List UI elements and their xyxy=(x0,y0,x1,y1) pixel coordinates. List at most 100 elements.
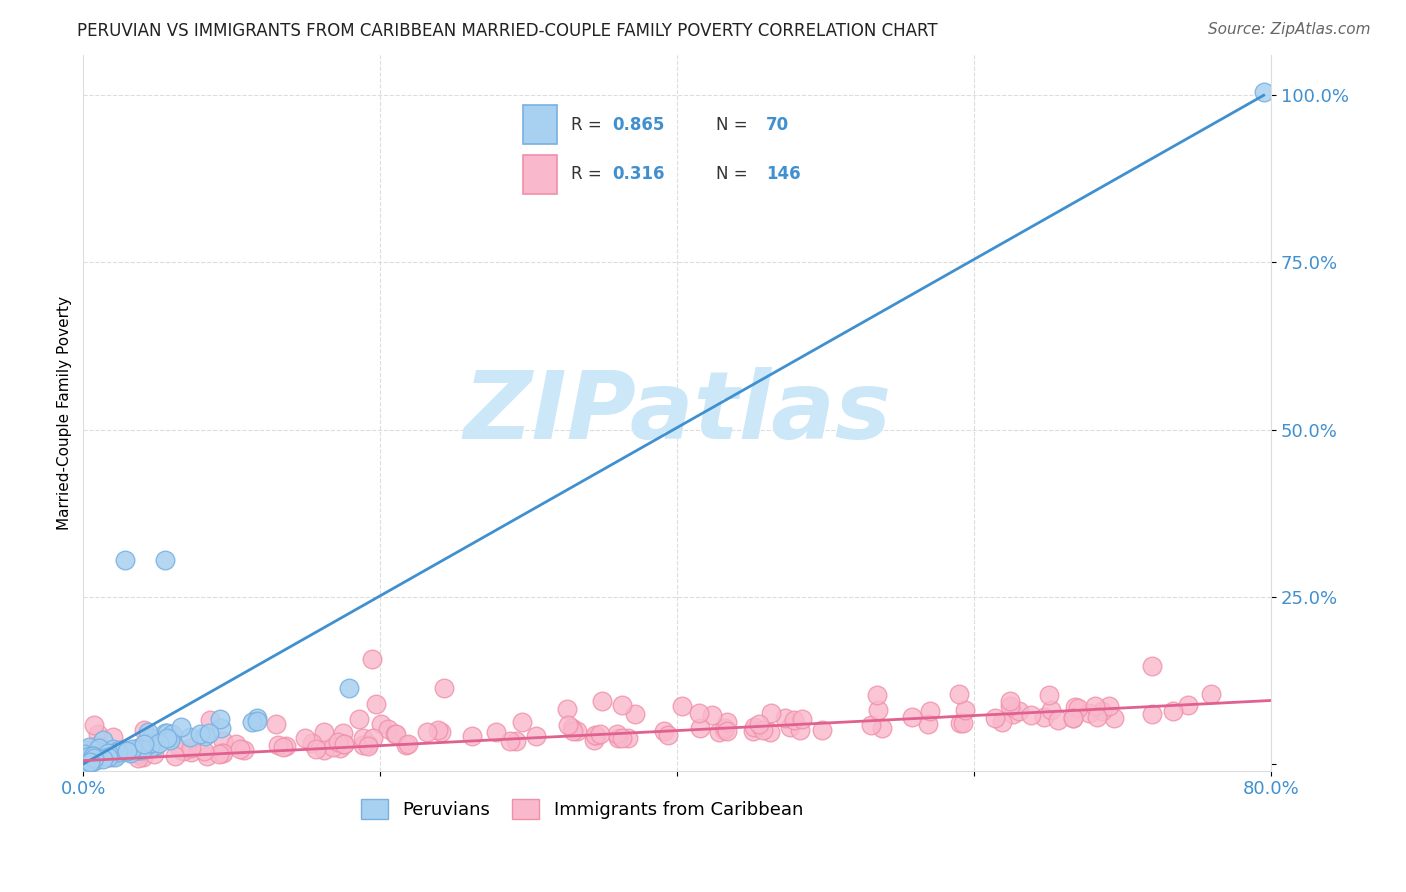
Point xyxy=(82,753,104,767)
Point xyxy=(114,553,136,567)
Point xyxy=(121,742,143,756)
Point xyxy=(128,743,150,757)
Point xyxy=(111,744,134,758)
Point xyxy=(461,729,484,743)
Point xyxy=(97,747,120,761)
Point xyxy=(264,716,287,731)
Point xyxy=(333,737,356,751)
Point xyxy=(326,735,349,749)
Point xyxy=(384,726,406,740)
Point xyxy=(84,753,107,767)
Point xyxy=(82,748,104,763)
Point xyxy=(159,732,181,747)
Point xyxy=(274,739,297,753)
Point xyxy=(713,721,735,735)
Point xyxy=(111,743,134,757)
Point xyxy=(948,686,970,700)
Point xyxy=(83,718,105,732)
Point xyxy=(433,681,456,696)
Point xyxy=(1140,659,1163,673)
Point xyxy=(364,698,387,712)
Point xyxy=(700,707,723,722)
Point xyxy=(606,727,628,741)
Point xyxy=(505,734,527,748)
Point xyxy=(209,722,232,736)
Point xyxy=(86,726,108,740)
Point xyxy=(1062,710,1084,724)
Point xyxy=(104,749,127,764)
Point xyxy=(1085,710,1108,724)
Point xyxy=(353,738,375,752)
Point xyxy=(1032,709,1054,723)
Text: R =: R = xyxy=(571,165,606,183)
Point xyxy=(1140,707,1163,722)
FancyBboxPatch shape xyxy=(523,154,557,194)
Text: Source: ZipAtlas.com: Source: ZipAtlas.com xyxy=(1208,22,1371,37)
Point xyxy=(1008,704,1031,718)
Point xyxy=(91,733,114,747)
Point xyxy=(347,712,370,726)
Text: R =: R = xyxy=(571,116,606,134)
Point xyxy=(742,724,765,739)
FancyBboxPatch shape xyxy=(523,105,557,145)
Point xyxy=(396,737,419,751)
Point xyxy=(688,706,710,720)
Point xyxy=(172,743,194,757)
Point xyxy=(1091,704,1114,718)
Point xyxy=(430,724,453,739)
Point xyxy=(198,713,221,727)
Point xyxy=(193,744,215,758)
Point xyxy=(612,698,634,712)
Text: 0.865: 0.865 xyxy=(613,116,665,134)
Point xyxy=(591,694,613,708)
Point xyxy=(370,717,392,731)
Point xyxy=(1102,711,1125,725)
Point xyxy=(156,726,179,740)
Point xyxy=(107,745,129,759)
Point xyxy=(294,731,316,745)
Text: N =: N = xyxy=(716,165,752,183)
Text: 146: 146 xyxy=(766,165,801,183)
Point xyxy=(91,752,114,766)
Text: PERUVIAN VS IMMIGRANTS FROM CARIBBEAN MARRIED-COUPLE FAMILY POVERTY CORRELATION : PERUVIAN VS IMMIGRANTS FROM CARIBBEAN MA… xyxy=(77,22,938,40)
Point xyxy=(136,737,159,751)
Point xyxy=(266,738,288,752)
Point xyxy=(998,698,1021,713)
Point xyxy=(80,750,103,764)
Point xyxy=(1040,703,1063,717)
Point xyxy=(810,723,832,737)
Point xyxy=(240,715,263,730)
Point xyxy=(1199,687,1222,701)
Point xyxy=(332,726,354,740)
Point xyxy=(143,747,166,761)
Point xyxy=(716,724,738,739)
Point xyxy=(93,745,115,759)
Point xyxy=(617,731,640,745)
Point xyxy=(73,743,96,757)
Point xyxy=(143,732,166,747)
Point xyxy=(748,717,770,731)
Point xyxy=(159,731,181,745)
Point xyxy=(212,746,235,760)
Point xyxy=(377,722,399,736)
Point xyxy=(169,741,191,756)
Point xyxy=(866,689,889,703)
Point xyxy=(163,749,186,764)
Point xyxy=(77,749,100,764)
Point xyxy=(1047,713,1070,727)
Point xyxy=(84,742,107,756)
Point xyxy=(952,715,974,730)
Point xyxy=(153,553,176,567)
Point xyxy=(567,724,589,739)
Point xyxy=(900,710,922,724)
Point xyxy=(561,722,583,736)
Point xyxy=(585,729,607,743)
Point xyxy=(120,746,142,760)
Point xyxy=(83,749,105,764)
Point xyxy=(212,734,235,748)
Point xyxy=(953,703,976,717)
Point xyxy=(101,731,124,745)
Point xyxy=(194,730,217,744)
Point xyxy=(1063,700,1085,714)
Point xyxy=(129,740,152,755)
